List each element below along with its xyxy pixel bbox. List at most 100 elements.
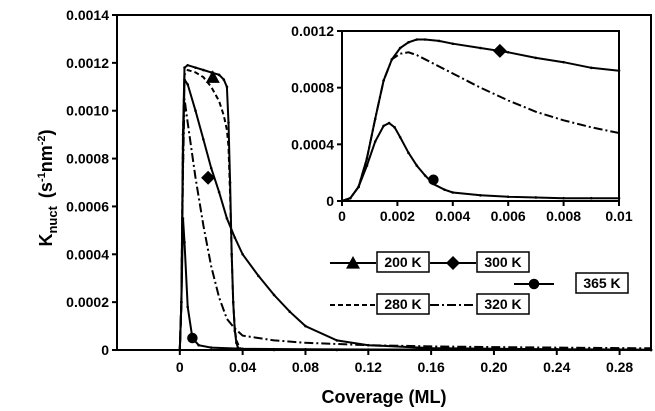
- inset-x-tick-label: 0.002: [380, 208, 415, 224]
- legend-label-box: [376, 251, 430, 273]
- main-y-tick-label: 0: [101, 342, 109, 358]
- main-point: [209, 346, 213, 349]
- main-point: [186, 305, 189, 309]
- x-axis-title: Coverage (ML): [321, 387, 446, 407]
- main-point: [183, 78, 186, 81]
- inset-point: [443, 188, 446, 191]
- inset-point: [590, 196, 593, 200]
- inset-point: [423, 38, 427, 41]
- inset-point: [365, 164, 369, 167]
- inset-point: [534, 196, 538, 199]
- main-point: [217, 190, 221, 194]
- main-x-tick-label: 0.04: [229, 359, 256, 375]
- main-point: [288, 310, 292, 314]
- legend-item: 300 K: [430, 251, 530, 273]
- legend-item: 280 K: [330, 293, 430, 315]
- legend-label-box: [476, 293, 530, 315]
- inset-point: [562, 196, 565, 200]
- inset-plot: 0 0.0004 0.0008 0.0012 0 0.002 0.004 0.006 0.008…: [291, 23, 633, 224]
- inset-x-tick-label: 0.006: [491, 208, 526, 224]
- main-point: [335, 339, 339, 342]
- main-point: [257, 274, 260, 278]
- legend-item: 320 K: [430, 293, 530, 315]
- inset-point: [562, 60, 565, 64]
- inset-point: [479, 46, 482, 50]
- main-y-tick-label: 0.0006: [66, 198, 109, 214]
- inset-point: [506, 195, 510, 199]
- legend-label-box: [376, 293, 430, 315]
- main-point: [194, 109, 197, 113]
- y-axis-title-unit: (s: [36, 182, 56, 198]
- inset-plot-frame: [341, 30, 620, 202]
- inset-marker-circle: [428, 174, 439, 185]
- main-point: [222, 78, 226, 81]
- inset-point: [398, 46, 402, 50]
- inset-point: [437, 39, 441, 43]
- main-point: [209, 166, 213, 170]
- inset-point: [393, 126, 396, 129]
- inset-y-tick-label: 0.0008: [291, 80, 334, 96]
- legend-label: 300 K: [484, 254, 521, 270]
- inset-point: [387, 121, 391, 125]
- main-point: [227, 121, 230, 124]
- y-axis-title-unit-mid: nm: [36, 145, 56, 172]
- inset-point: [349, 196, 352, 200]
- main-point: [304, 324, 307, 328]
- legend-marker-circle: [528, 278, 540, 290]
- main-point: [225, 85, 229, 89]
- main-x-tick-label: 0.24: [543, 359, 570, 375]
- main-marker-circle: [187, 332, 198, 344]
- legend-label: 320 K: [484, 296, 521, 312]
- main-point: [186, 83, 189, 86]
- main-y-tick-label: 0.0010: [66, 103, 109, 119]
- inset-y-tick-label: 0: [326, 193, 334, 209]
- main-point: [197, 343, 200, 347]
- main-x-tick-label: 0.12: [355, 359, 382, 375]
- main-x-tick-label: 0.08: [292, 359, 319, 375]
- inset-point: [398, 135, 402, 139]
- inset-point: [617, 196, 621, 200]
- main-plot: 0 0.0002 0.0004 0.0006 0.0008 0.0010 0.0012 0.0…: [66, 7, 653, 375]
- y-axis-title-main: K: [36, 234, 56, 247]
- main-x-tick-label: 0.28: [606, 359, 633, 375]
- main-x-tick-label: 0.20: [480, 359, 507, 375]
- inset-point: [451, 191, 455, 194]
- inset-point: [373, 140, 377, 143]
- main-point: [183, 66, 186, 69]
- legend-label: 365 K: [583, 275, 620, 291]
- main-marker-triangle: [205, 70, 220, 83]
- legend-label: 280 K: [384, 296, 421, 312]
- main-y-tick-label: 0.0004: [66, 246, 109, 262]
- inset-point: [590, 66, 593, 70]
- inset-point: [534, 56, 538, 60]
- main-series-365k: [178, 218, 652, 351]
- inset-point: [357, 185, 360, 189]
- inset-y-tick-label: 0.0004: [291, 136, 334, 152]
- legend-label-box: [575, 272, 629, 294]
- main-point: [217, 73, 221, 77]
- inset-point: [415, 38, 419, 41]
- inset-point: [407, 151, 410, 155]
- inset-series-320k: [341, 51, 620, 202]
- main-point: [241, 252, 244, 256]
- legend-item: 365 K: [514, 272, 629, 294]
- inset-x-tick-label: 0.01: [605, 208, 632, 224]
- main-point: [186, 63, 189, 67]
- inset-point: [423, 174, 427, 177]
- inset-x-tick-label: 0.004: [435, 208, 470, 224]
- main-y-tick-label: 0.0014: [66, 7, 109, 23]
- inset-x-tick-label: 0.008: [546, 208, 581, 224]
- main-point: [183, 241, 186, 244]
- legend: 200 K 300 K 365 K 280 K 320 K: [330, 251, 629, 315]
- main-point: [202, 138, 205, 141]
- main-point: [202, 68, 205, 72]
- legend-marker-triangle: [346, 256, 360, 269]
- y-axis-title-unit-end: ): [36, 129, 56, 135]
- inset-point: [407, 41, 410, 44]
- inset-y-tick-label: 0.0012: [291, 23, 334, 39]
- main-marker-diamond: [201, 170, 216, 185]
- inset-x-tick-label: 0: [338, 208, 346, 224]
- legend-marker-diamond: [446, 256, 460, 270]
- y-axis-title-sub: nuct: [45, 205, 60, 233]
